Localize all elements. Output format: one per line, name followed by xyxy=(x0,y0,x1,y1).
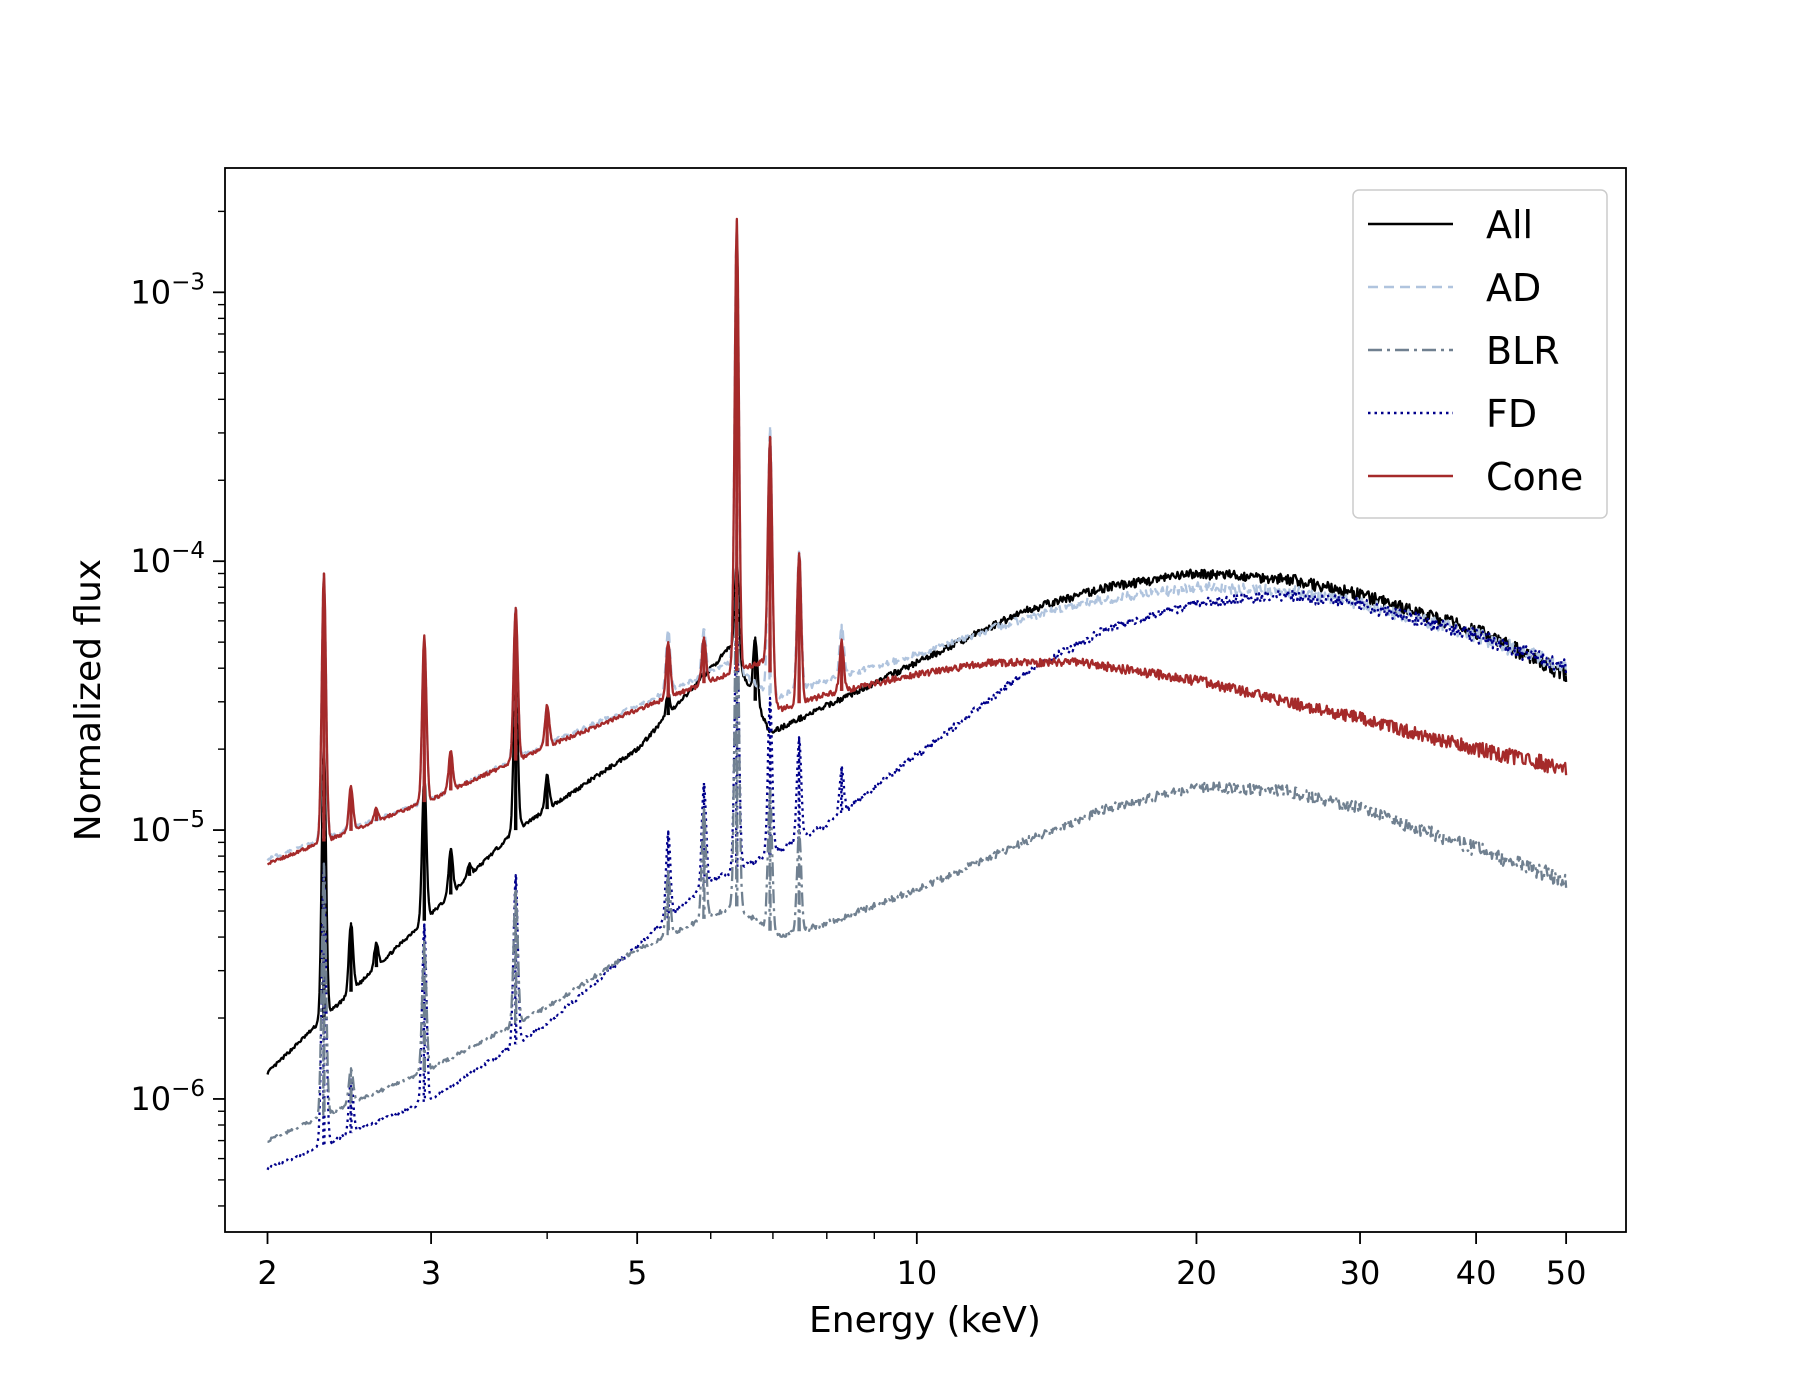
series-cone-line xyxy=(266,217,1568,866)
y-axis-label: Normalized flux xyxy=(68,559,109,841)
x-tick-label: 40 xyxy=(1456,1254,1497,1292)
legend-label-cone: Cone xyxy=(1486,455,1583,499)
y-tick-label: 10−3 xyxy=(130,269,205,311)
x-tick-label: 20 xyxy=(1176,1254,1217,1292)
x-tick-label: 50 xyxy=(1546,1254,1587,1292)
y-axis: 10−610−510−410−3 xyxy=(130,210,225,1207)
legend-label-all: All xyxy=(1486,203,1533,247)
y-tick-base: 10 xyxy=(130,1080,171,1118)
legend-box xyxy=(1352,189,1608,519)
y-tick-exponent: −4 xyxy=(171,538,205,564)
plot-frame xyxy=(224,167,1627,1233)
y-tick-exponent: −3 xyxy=(171,269,205,295)
x-tick-label: 10 xyxy=(896,1254,937,1292)
y-tick-label: 10−6 xyxy=(130,1076,205,1118)
legend-label-ad: AD xyxy=(1486,266,1541,310)
y-tick-exponent: −5 xyxy=(171,807,205,833)
y-tick-exponent: −6 xyxy=(171,1076,205,1102)
x-tick-label: 5 xyxy=(627,1254,647,1292)
legend: All AD BLR FD Cone xyxy=(1352,189,1608,519)
y-tick-base: 10 xyxy=(130,542,171,580)
y-tick-base: 10 xyxy=(130,273,171,311)
x-axis-label: Energy (keV) xyxy=(809,1300,1041,1341)
x-axis: 2 3 5 10 20 30 40 50 xyxy=(257,1232,1586,1292)
x-tick-label: 30 xyxy=(1340,1254,1381,1292)
series-layer xyxy=(266,217,1568,1171)
x-tick-label: 2 xyxy=(257,1254,277,1292)
x-tick-label: 3 xyxy=(421,1254,441,1292)
legend-label-blr: BLR xyxy=(1486,329,1560,373)
y-tick-base: 10 xyxy=(130,811,171,849)
y-tick-label: 10−5 xyxy=(130,807,205,849)
y-tick-label: 10−4 xyxy=(130,538,205,580)
legend-label-fd: FD xyxy=(1486,392,1537,436)
